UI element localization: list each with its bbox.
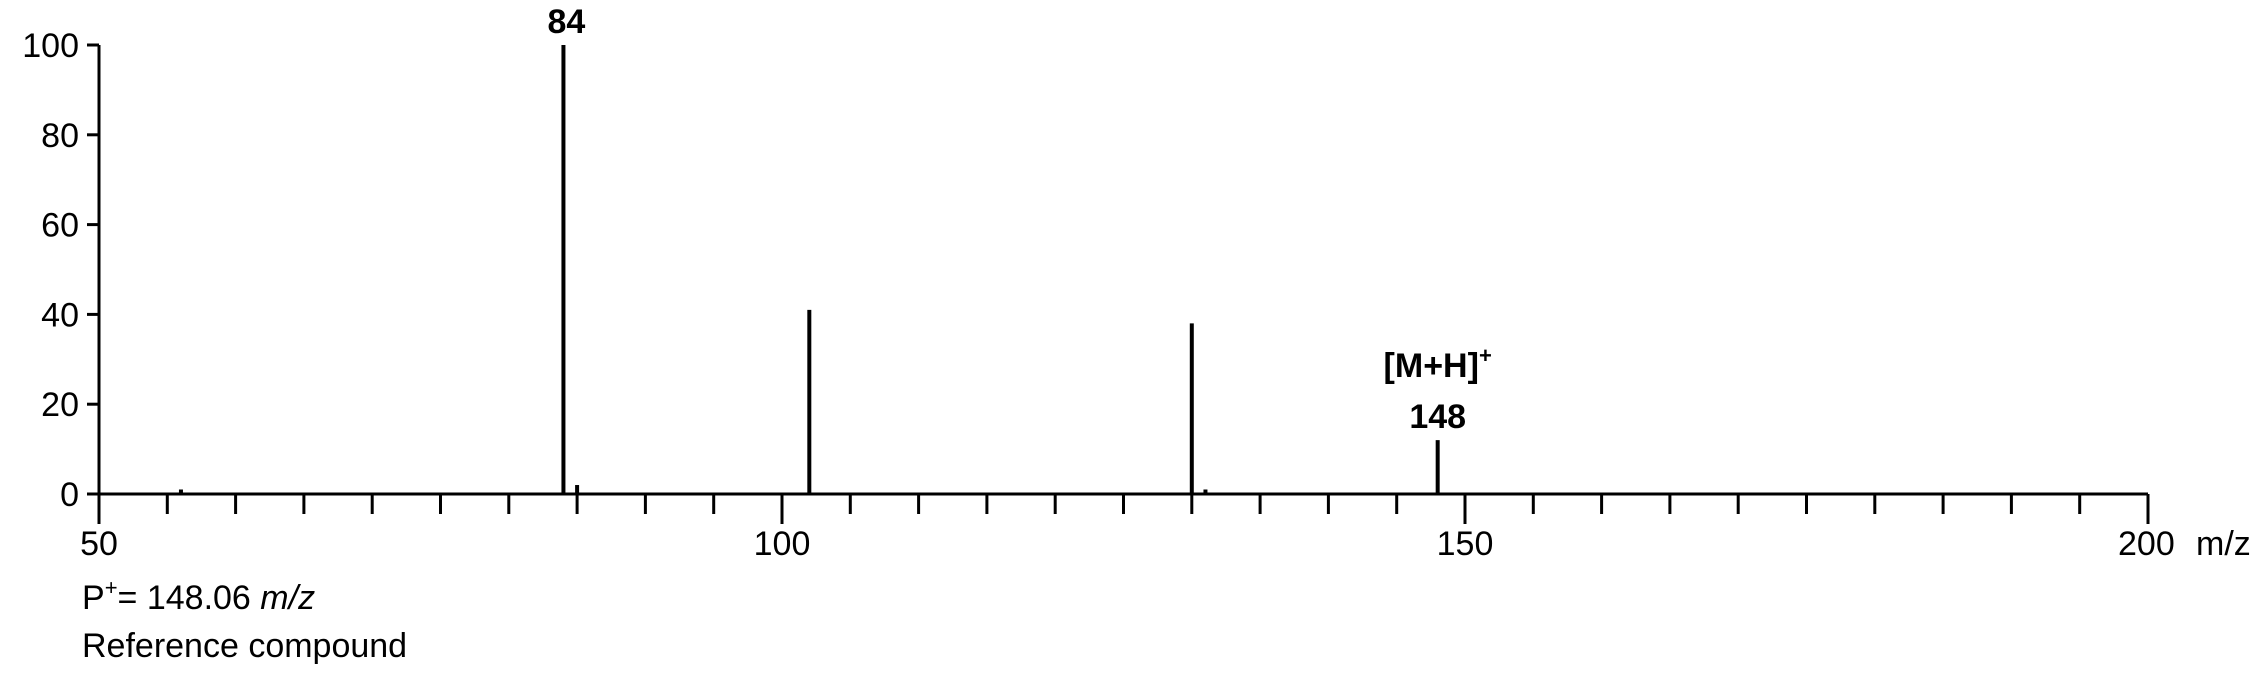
parent-ion-caption: P+= 148.06 m/z [82,575,316,618]
compound-caption: Reference compound [82,627,408,665]
parent-ion-charge: + [104,575,118,600]
parent-ion-prefix: P [82,579,105,617]
molecular-ion-text: [M+H] [1384,347,1479,385]
x-axis: 50 100 150 200 m/z [80,492,2250,563]
y-tick-label-20: 20 [41,386,79,424]
x-tick-label-150: 150 [1437,525,1494,563]
x-tick-label-50: 50 [80,525,118,563]
peak-label-148: 148 [1409,398,1466,436]
y-axis: 0 20 40 60 80 100 [22,27,101,514]
x-tick-label-200: 200 [2118,525,2175,563]
x-unit-label: m/z [2196,525,2250,563]
molecular-ion-label: [M+H]+ [1384,343,1492,385]
y-tick-label-80: 80 [41,117,79,155]
x-tick-label-100: 100 [754,525,811,563]
peaks-group [178,45,1440,494]
y-tick-label-100: 100 [22,27,79,65]
y-tick-label-60: 60 [41,207,79,245]
peak-label-84: 84 [548,3,586,41]
parent-ion-value: = 148.06 [117,579,261,617]
y-tick-label-0: 0 [60,476,79,514]
parent-ion-unit: m/z [260,579,316,617]
molecular-ion-charge: + [1479,343,1492,368]
y-tick-label-40: 40 [41,296,79,334]
peak-annotations: 84[M+H]+148 [548,3,1492,436]
